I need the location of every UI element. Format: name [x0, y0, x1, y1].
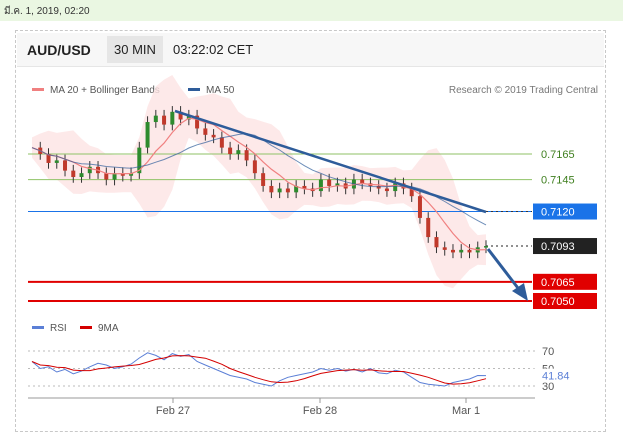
- level-label-0.7120: 0.7120: [541, 207, 575, 219]
- time-label: 03:22:02 CET: [173, 42, 254, 57]
- candle-body: [120, 173, 125, 176]
- ma20-legend-swatch: [32, 88, 44, 91]
- level-label-0.7065: 0.7065: [541, 277, 575, 289]
- candle-body: [104, 173, 109, 180]
- candle-body: [417, 196, 422, 218]
- timestamp: มี.ค. 1, 2019, 02:20: [4, 6, 90, 17]
- candle-body: [335, 183, 340, 186]
- level-label-0.7145: 0.7145: [541, 175, 575, 187]
- candle-body: [393, 183, 398, 192]
- candle-body: [434, 237, 439, 248]
- candle-body: [484, 246, 488, 248]
- ma9-legend-swatch: [80, 326, 92, 329]
- level-label-box-0.7065: [533, 273, 597, 290]
- candle-body: [170, 111, 175, 125]
- candle-body: [285, 188, 290, 193]
- credit-label: Research © 2019 Trading Central: [449, 85, 598, 96]
- candle-body: [467, 249, 472, 253]
- candle-body: [376, 185, 381, 189]
- candle-body: [252, 160, 257, 174]
- forecast-arrow-shaft: [486, 248, 523, 293]
- ma20-legend-label: MA 20 + Bollinger Bands: [50, 85, 160, 96]
- chart-header: AUD/USD 30 MIN 03:22:02 CET: [17, 33, 604, 67]
- chart-frame: [15, 30, 606, 432]
- candle-body: [211, 134, 216, 138]
- candle-body: [71, 170, 76, 178]
- rsi-9ma-line: [31, 355, 487, 385]
- rsi-legend-label: RSI: [50, 323, 67, 334]
- level-label-0.7050: 0.7050: [541, 296, 575, 308]
- candle-body: [79, 173, 84, 178]
- candle-body: [186, 115, 191, 120]
- ma50-legend-label: MA 50: [206, 85, 235, 96]
- symbol-label: AUD/USD: [27, 42, 91, 58]
- candle-body: [87, 166, 92, 174]
- candle-body: [162, 115, 167, 125]
- level-label-box-0.7093: [533, 238, 597, 255]
- timeframe-button[interactable]: 30 MIN: [107, 36, 163, 63]
- candle-body: [112, 173, 117, 180]
- candle-body: [63, 160, 68, 171]
- candle-body: [426, 217, 431, 238]
- candle-body: [178, 111, 183, 120]
- candle-body: [302, 185, 307, 189]
- level-label-box-0.7050: [533, 293, 597, 309]
- bollinger-band: [32, 75, 486, 289]
- ma9-legend-label: 9MA: [98, 323, 119, 334]
- candle-body: [46, 154, 51, 163]
- x-tick-label: Mar 1: [452, 405, 480, 417]
- candle-body: [269, 185, 274, 193]
- candle-body: [459, 249, 464, 253]
- candle-body: [261, 173, 266, 186]
- timestamp-bar: มี.ค. 1, 2019, 02:20: [0, 0, 623, 21]
- candle-body: [318, 179, 323, 192]
- level-label-box-0.7145: [533, 171, 597, 188]
- candle-body: [360, 179, 365, 184]
- candle-body: [442, 247, 447, 250]
- forecast-arrow-head: [512, 283, 528, 301]
- candle-body: [145, 122, 150, 148]
- candle-body: [450, 249, 455, 253]
- level-label-0.7165: 0.7165: [541, 149, 575, 161]
- rsi-level-label-30: 30: [542, 381, 554, 393]
- candle-body: [327, 179, 332, 186]
- candle-body: [236, 150, 241, 154]
- candle-body: [203, 128, 208, 135]
- level-label-box-0.7120: [533, 203, 597, 220]
- candle-body: [244, 150, 249, 161]
- level-label-0.7093: 0.7093: [541, 241, 575, 253]
- x-tick-label: Feb 28: [303, 405, 337, 417]
- candle-body: [195, 115, 200, 129]
- rsi-value-box: [533, 368, 597, 383]
- candle-body: [294, 185, 299, 193]
- ma50-legend-swatch: [188, 88, 200, 91]
- candle-body: [228, 147, 233, 154]
- rsi-level-label-70: 70: [542, 346, 554, 358]
- level-label-box-0.7165: [533, 146, 597, 162]
- x-tick-label: Feb 27: [156, 405, 190, 417]
- rsi-line: [31, 352, 487, 387]
- candle-body: [54, 160, 59, 163]
- candle-body: [129, 173, 134, 176]
- candle-body: [409, 188, 414, 197]
- rsi-legend-swatch: [32, 326, 44, 329]
- rsi-value-label: 41.84: [542, 371, 570, 383]
- candle-body: [219, 137, 224, 148]
- candle-body: [277, 188, 282, 193]
- trend-line: [174, 109, 487, 214]
- candle-body: [137, 147, 142, 174]
- candle-body: [384, 188, 389, 192]
- candle-body: [153, 115, 158, 123]
